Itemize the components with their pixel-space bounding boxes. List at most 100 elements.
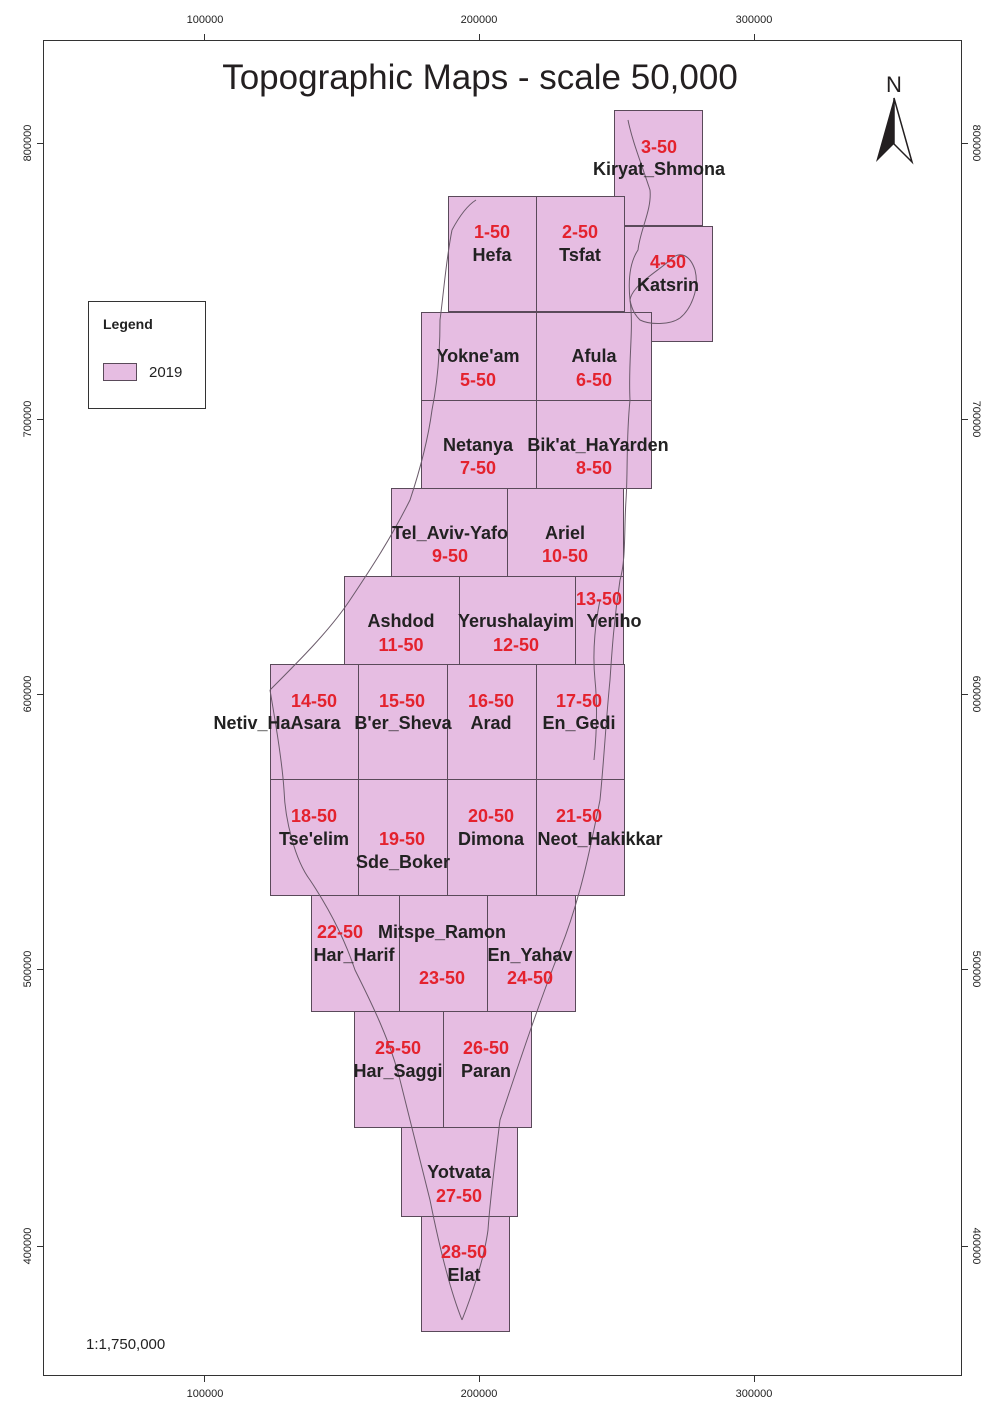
sheet-15-50[interactable]: [358, 664, 448, 780]
legend-swatch: [103, 363, 137, 381]
sheet-id-label: 3-50: [640, 137, 678, 157]
sheet-name-label: Tsfat: [559, 245, 601, 265]
sheet-id-label: 24-50: [506, 968, 554, 988]
sheet-id-label: 16-50: [467, 691, 515, 711]
legend-title: Legend: [103, 316, 153, 332]
x-tick-top: 300000: [735, 14, 773, 26]
north-arrow-shape: [876, 97, 914, 165]
sheet-name-label: B'er_Sheva: [354, 713, 452, 733]
tick-mark: [962, 143, 968, 144]
sheet-name-label: Dimona: [457, 829, 525, 849]
x-tick-bottom: 300000: [735, 1388, 773, 1400]
sheet-id-label: 2-50: [561, 222, 599, 242]
sheet-name-label: Afula: [571, 346, 617, 366]
sheet-name-label: Elat: [447, 1265, 481, 1285]
sheet-13-50[interactable]: [575, 576, 624, 665]
sheet-name-label: Har_Saggi: [353, 1061, 443, 1081]
sheet-name-label: Neot_Hakikkar: [537, 829, 663, 849]
sheet-id-label: 26-50: [462, 1038, 510, 1058]
sheet-id-label: 5-50: [459, 370, 497, 390]
sheet-10-50[interactable]: [507, 488, 624, 577]
sheet-name-label: Arad: [470, 713, 512, 733]
tick-mark: [754, 1376, 755, 1382]
tick-mark: [37, 143, 43, 144]
sheet-id-label: 8-50: [575, 458, 613, 478]
x-tick-top: 100000: [186, 14, 224, 26]
tick-mark: [479, 1376, 480, 1382]
tick-mark: [37, 969, 43, 970]
sheet-id-label: 20-50: [467, 806, 515, 826]
sheet-25-50[interactable]: [354, 1011, 444, 1128]
tick-mark: [962, 694, 968, 695]
sheet-8-50[interactable]: [536, 400, 652, 489]
north-label: N: [886, 72, 902, 97]
sheet-id-label: 13-50: [575, 589, 623, 609]
tick-mark: [754, 34, 755, 40]
sheet-name-label: Tel_Aviv-Yafo: [391, 523, 509, 543]
sheet-12-50[interactable]: [459, 576, 576, 665]
sheet-id-label: 7-50: [459, 458, 497, 478]
sheet-name-label: En_Yahav: [487, 945, 573, 965]
sheet-21-50[interactable]: [536, 779, 625, 896]
sheet-name-label: Sde_Boker: [355, 852, 451, 872]
sheet-id-label: 22-50: [316, 922, 364, 942]
x-tick-top: 200000: [460, 14, 498, 26]
sheet-name-label: Netanya: [442, 435, 514, 455]
sheet-id-label: 17-50: [555, 691, 603, 711]
sheet-16-50[interactable]: [447, 664, 537, 780]
legend-item-label: 2019: [149, 364, 183, 381]
x-tick-bottom: 200000: [460, 1388, 498, 1400]
sheet-name-label: Ariel: [544, 523, 586, 543]
sheet-id-label: 21-50: [555, 806, 603, 826]
tick-mark: [479, 34, 480, 40]
north-arrow-icon: N: [872, 72, 916, 167]
sheet-id-label: 27-50: [435, 1186, 483, 1206]
sheet-name-label: Katsrin: [636, 275, 700, 295]
sheet-id-label: 10-50: [541, 546, 589, 566]
sheet-name-label: En_Gedi: [542, 713, 616, 733]
sheet-11-50[interactable]: [344, 576, 460, 665]
sheet-id-label: 23-50: [418, 968, 466, 988]
tick-mark: [962, 419, 968, 420]
sheet-id-label: 1-50: [473, 222, 511, 242]
sheet-22-50[interactable]: [311, 895, 400, 1012]
sheet-name-label: Yokne'am: [436, 346, 520, 366]
sheet-6-50[interactable]: [536, 312, 652, 401]
tick-mark: [37, 694, 43, 695]
sheet-name-label: Ashdod: [367, 611, 435, 631]
sheet-name-label: Kiryat_Shmona: [592, 159, 726, 179]
sheet-name-label: Yerushalayim: [457, 611, 575, 631]
sheet-name-label: Netiv_HaAsara: [213, 713, 341, 733]
sheet-id-label: 9-50: [431, 546, 469, 566]
sheet-9-50[interactable]: [391, 488, 508, 577]
sheet-27-50[interactable]: [401, 1127, 518, 1217]
tick-mark: [204, 1376, 205, 1382]
sheet-name-label: Har_Harif: [313, 945, 395, 965]
tick-mark: [37, 419, 43, 420]
legend: Legend 2019: [88, 301, 206, 409]
x-tick-bottom: 100000: [186, 1388, 224, 1400]
tick-mark: [962, 969, 968, 970]
sheet-name-label: Yotvata: [427, 1162, 491, 1182]
tick-mark: [37, 1246, 43, 1247]
sheet-id-label: 15-50: [378, 691, 426, 711]
tick-mark: [204, 34, 205, 40]
sheet-name-label: Paran: [460, 1061, 512, 1081]
sheet-14-50[interactable]: [270, 664, 359, 780]
sheet-name-label: Mitspe_Ramon: [377, 922, 507, 942]
sheet-28-50[interactable]: [421, 1216, 510, 1332]
sheet-id-label: 25-50: [374, 1038, 422, 1058]
sheet-id-label: 19-50: [378, 829, 426, 849]
sheet-3-50[interactable]: [614, 110, 703, 226]
sheet-id-label: 14-50: [290, 691, 338, 711]
sheet-id-label: 11-50: [378, 635, 424, 655]
tick-mark: [962, 1246, 968, 1247]
sheet-name-label: Bik'at_HaYarden: [527, 435, 669, 455]
sheet-24-50[interactable]: [487, 895, 576, 1012]
sheet-23-50[interactable]: [399, 895, 488, 1012]
sheet-name-label: Tse'elim: [279, 829, 349, 849]
sheet-id-label: 6-50: [575, 370, 613, 390]
sheet-name-label: Hefa: [472, 245, 512, 265]
sheet-7-50[interactable]: [421, 400, 537, 489]
